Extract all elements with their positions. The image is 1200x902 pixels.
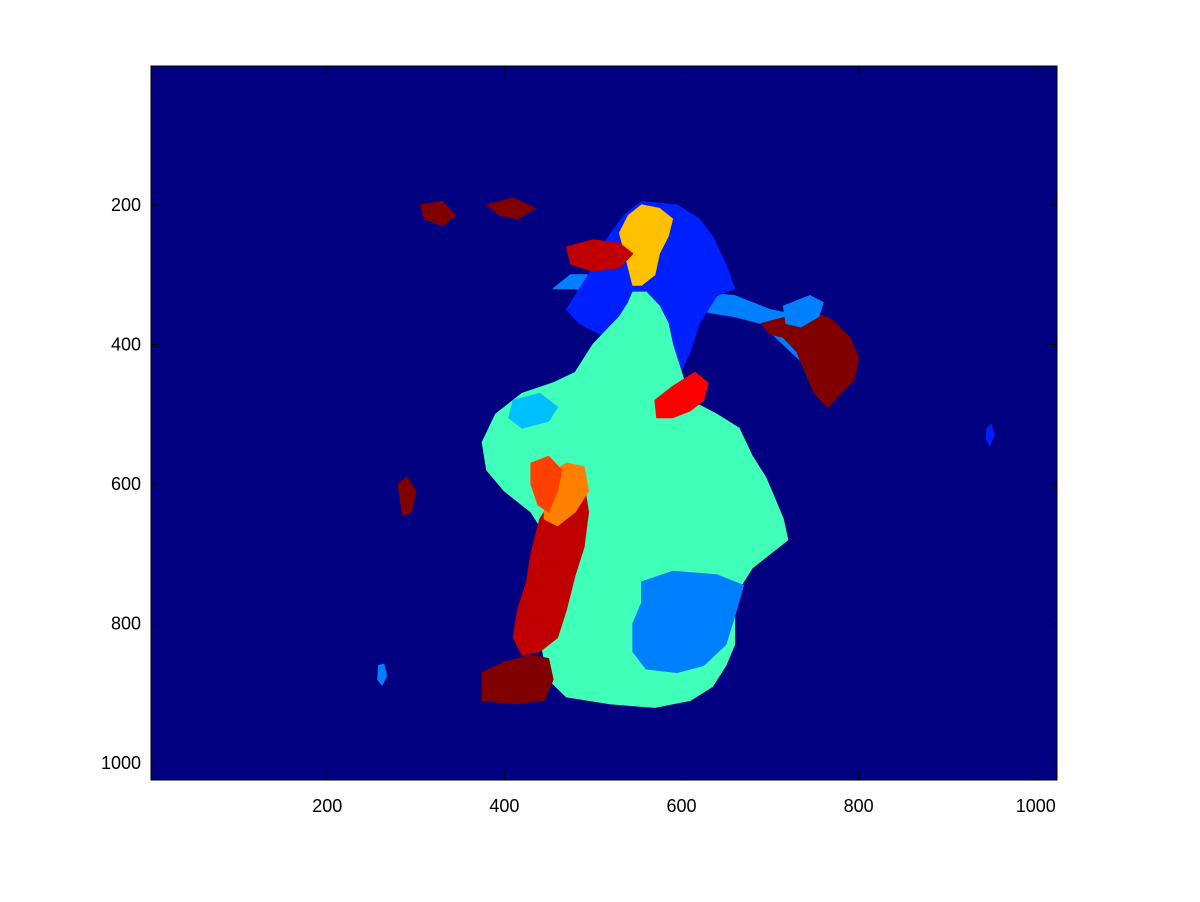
heatmap-region-18 [377,663,388,686]
y-axis: 200 400 600 800 1000 [101,195,1057,773]
y-tick-label-800: 800 [111,614,141,634]
x-tick-label-200: 200 [312,796,342,816]
plot-area [150,65,1058,781]
heatmap-region-13 [508,392,558,429]
x-tick-label-400: 400 [489,796,519,816]
heatmap-region-17 [565,239,634,272]
heatmap-region-12 [782,295,824,328]
axes-frame [150,65,1058,781]
heatmap-region-9 [481,654,554,705]
heatmap-region-10 [654,371,709,419]
heatmap-regions [377,197,995,708]
x-tick-label-1000: 1000 [1016,796,1056,816]
heatmap-region-8 [530,455,563,513]
y-tick-label-400: 400 [111,334,141,354]
heatmap-region-14 [419,200,457,227]
heatmap-region-16 [397,476,417,516]
x-axis: 200 400 600 800 1000 [312,66,1056,816]
x-tick-label-800: 800 [844,796,874,816]
x-tick-label-600: 600 [666,796,696,816]
heatmap-region-19 [985,424,995,447]
heatmap-region-15 [486,197,536,220]
heatmap-region-5 [632,570,744,673]
y-tick-label-1000: 1000 [101,753,141,773]
y-tick-label-600: 600 [111,474,141,494]
y-tick-label-200: 200 [111,195,141,215]
